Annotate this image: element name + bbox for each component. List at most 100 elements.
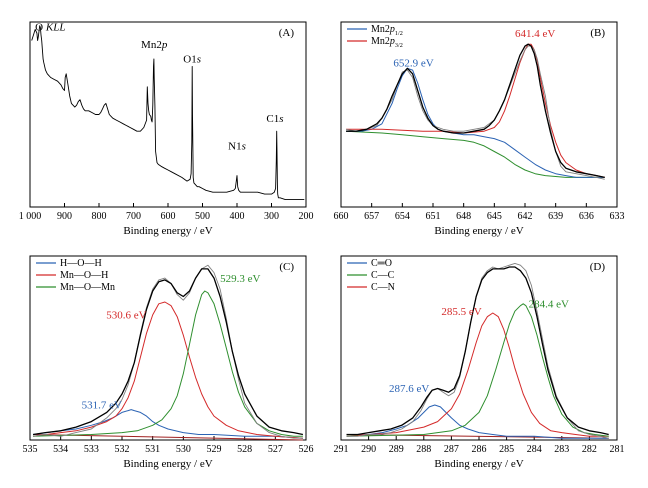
series-line-raw: [346, 262, 609, 439]
x-tick-label: 288: [416, 444, 431, 455]
x-tick-label: 529: [207, 444, 222, 455]
legend-label-part: 3/2: [395, 42, 403, 49]
annotation-label-part: 285.5 eV: [441, 306, 481, 318]
legend-label: H—O—H: [60, 258, 102, 269]
legend-label-part: C—N: [371, 282, 395, 293]
x-tick-label: 636: [579, 211, 594, 222]
annotation-label-part: 531.7 eV: [82, 400, 122, 412]
x-tick-label: 500: [195, 211, 210, 222]
x-tick-label: 900: [57, 211, 72, 222]
annotation-label: O1s: [183, 54, 201, 66]
x-tick-label: 533: [84, 444, 99, 455]
legend-label: Mn2p1/2: [371, 24, 403, 37]
x-tick-label: 285: [499, 444, 514, 455]
x-tick-label: 645: [487, 211, 502, 222]
x-tick-label: 1 000: [19, 211, 42, 222]
panel-b: 660 657 654 651 648 645 642 639 636 633 Binding en…: [334, 21, 625, 237]
annotation-label: C1s: [266, 113, 283, 125]
series-line-mn2p3-2: [346, 43, 605, 178]
x-tick-label: 400: [230, 211, 245, 222]
x-tick-label: 532: [115, 444, 130, 455]
series-line-envelope: [346, 43, 605, 179]
x-tick-label: 528: [237, 444, 252, 455]
legend-label: C—C: [371, 270, 395, 281]
plot-frame: [29, 255, 307, 441]
x-tick-label: 200: [299, 211, 314, 222]
x-tick-label: 654: [395, 211, 410, 222]
x-tick-label: 657: [364, 211, 379, 222]
x-tick-label: 527: [268, 444, 283, 455]
series-line-envelope: [346, 266, 609, 436]
legend-label-part: C—C: [371, 270, 395, 281]
annotation-label: 529.3 eV: [220, 273, 260, 285]
legend-label: Mn—O—H: [60, 270, 108, 281]
annotation-label: 285.5 eV: [441, 306, 481, 318]
annotation-label-part: 652.9 eV: [393, 57, 433, 69]
series-line-mn-o-mn: [33, 290, 303, 437]
annotation-label-part: s: [242, 141, 246, 153]
x-tick-label: 526: [299, 444, 314, 455]
x-tick-label: 291: [334, 444, 349, 455]
annotation-label: Mn2p: [141, 39, 168, 51]
legend-label-part: p: [389, 36, 395, 47]
x-tick-label: 283: [554, 444, 569, 455]
annotation-label: O KLL: [35, 21, 65, 33]
series-line-background: [346, 130, 605, 178]
legend-label-part: C═O: [371, 258, 392, 269]
x-tick-label: 633: [610, 211, 625, 222]
x-axis-label: Binding energy / eV: [123, 458, 212, 470]
x-axis-label: Binding energy / eV: [434, 458, 523, 470]
series-line-raw: [31, 25, 305, 201]
annotation-label: 530.6 eV: [106, 310, 146, 322]
annotation-label: N1s: [228, 141, 246, 153]
x-tick-label: 290: [361, 444, 376, 455]
x-tick-label: 651: [426, 211, 441, 222]
x-tick-label: 700: [126, 211, 141, 222]
annotation-label-part: O: [35, 21, 46, 33]
legend-label: C—N: [371, 282, 395, 293]
annotation-label-part: N1: [228, 141, 241, 153]
x-tick-label: 534: [53, 444, 68, 455]
panel-c: 535 534 533 532 531 530 529 528 527 526 Binding en…: [23, 255, 314, 470]
legend-label: C═O: [371, 258, 392, 269]
panel-d: 291 290 289 288 287 286 285 284 283 282 281 Binding…: [334, 255, 625, 470]
series-line-background: [33, 434, 303, 441]
series-line-envelope: [32, 268, 304, 436]
x-axis-label: Binding energy / eV: [123, 225, 212, 237]
series-line-raw: [33, 264, 303, 439]
series-line-mn2p1-2: [346, 67, 605, 178]
legend-label-part: Mn2: [371, 24, 390, 35]
legend-label: Mn2p3/2: [371, 36, 403, 49]
x-tick-label: 639: [548, 211, 563, 222]
series-line-c-c: [346, 303, 609, 437]
annotation-label: 287.6 eV: [389, 383, 429, 395]
legend-label-part: Mn—O—H: [60, 270, 108, 281]
legend-label-part: Mn—O—Mn: [60, 282, 115, 293]
x-tick-label: 530: [176, 444, 191, 455]
annotation-label: 284.4 eV: [529, 299, 569, 311]
x-tick-label: 648: [456, 211, 471, 222]
annotation-label: 531.7 eV: [82, 400, 122, 412]
x-tick-label: 284: [527, 444, 542, 455]
plot-frame: [340, 21, 618, 208]
annotation-label-part: p: [161, 39, 168, 51]
annotation-label-part: C1: [266, 113, 279, 125]
x-tick-label: 287: [444, 444, 459, 455]
legend-label-part: p: [389, 24, 395, 35]
annotation-label-part: 284.4 eV: [529, 299, 569, 311]
panel-label: (A): [279, 27, 295, 39]
x-tick-label: 286: [472, 444, 487, 455]
x-tick-label: 531: [145, 444, 160, 455]
legend-label-part: Mn2: [371, 36, 390, 47]
panel-label: (B): [590, 27, 605, 39]
annotation-label-part: Mn2: [141, 39, 162, 51]
annotation-label-part: O1: [183, 54, 196, 66]
series-line-c-o: [346, 404, 609, 439]
panel-label: (C): [279, 261, 294, 273]
x-tick-label: 281: [610, 444, 625, 455]
x-tick-label: 300: [264, 211, 279, 222]
x-tick-label: 660: [334, 211, 349, 222]
panel-label: (D): [590, 261, 606, 273]
x-tick-label: 282: [582, 444, 597, 455]
